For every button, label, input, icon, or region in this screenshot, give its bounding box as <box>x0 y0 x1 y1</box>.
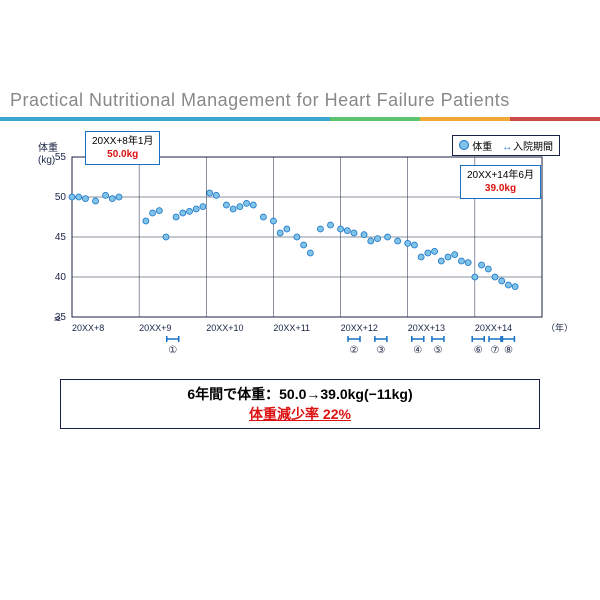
svg-text:⑤: ⑤ <box>433 345 442 356</box>
svg-text:20XX+12: 20XX+12 <box>341 323 378 333</box>
svg-text:20XX+14: 20XX+14 <box>475 323 512 333</box>
svg-text:⑧: ⑧ <box>504 345 513 356</box>
svg-text:20XX+8: 20XX+8 <box>72 323 104 333</box>
svg-text:20XX+13: 20XX+13 <box>408 323 445 333</box>
svg-text:体重: 体重 <box>38 141 58 154</box>
summary-line2: 体重減少率 22% <box>65 404 535 424</box>
svg-text:⑦: ⑦ <box>491 345 500 356</box>
svg-text:②: ② <box>350 345 359 356</box>
summary-box: 6年間で体重：50.0→39.0kg(−11kg) 体重減少率 22% <box>60 379 540 429</box>
svg-text:③: ③ <box>376 345 385 356</box>
svg-text:⑥: ⑥ <box>474 345 483 356</box>
svg-text:20XX+9: 20XX+9 <box>139 323 171 333</box>
chart-legend: 体重 ↔ 入院期間 <box>452 135 560 156</box>
svg-text:45: 45 <box>55 232 67 243</box>
svg-text:①: ① <box>168 345 177 356</box>
accent-stripe <box>0 117 600 121</box>
summary-line1: 6年間で体重：50.0→39.0kg(−11kg) <box>65 384 535 404</box>
svg-text:40: 40 <box>55 272 67 283</box>
svg-text:(kg): (kg) <box>38 155 55 166</box>
svg-text:（年）: （年） <box>546 322 570 333</box>
svg-text:④: ④ <box>413 345 422 356</box>
svg-text:20XX+10: 20XX+10 <box>206 323 243 333</box>
legend-period-label: 入院期間 <box>513 142 553 153</box>
svg-text:20XX+11: 20XX+11 <box>273 323 310 333</box>
weight-chart: 体重 ↔ 入院期間 20XX+8年1月 50.0kg 20XX+14年6月 39… <box>30 139 570 369</box>
callout-start: 20XX+8年1月 50.0kg <box>85 131 160 165</box>
svg-text:≈: ≈ <box>54 312 61 326</box>
legend-marker-label: 体重 <box>472 142 492 153</box>
svg-text:50: 50 <box>55 192 67 203</box>
callout-end: 20XX+14年6月 39.0kg <box>460 165 541 199</box>
page-title: Practical Nutritional Management for Hea… <box>0 0 600 117</box>
